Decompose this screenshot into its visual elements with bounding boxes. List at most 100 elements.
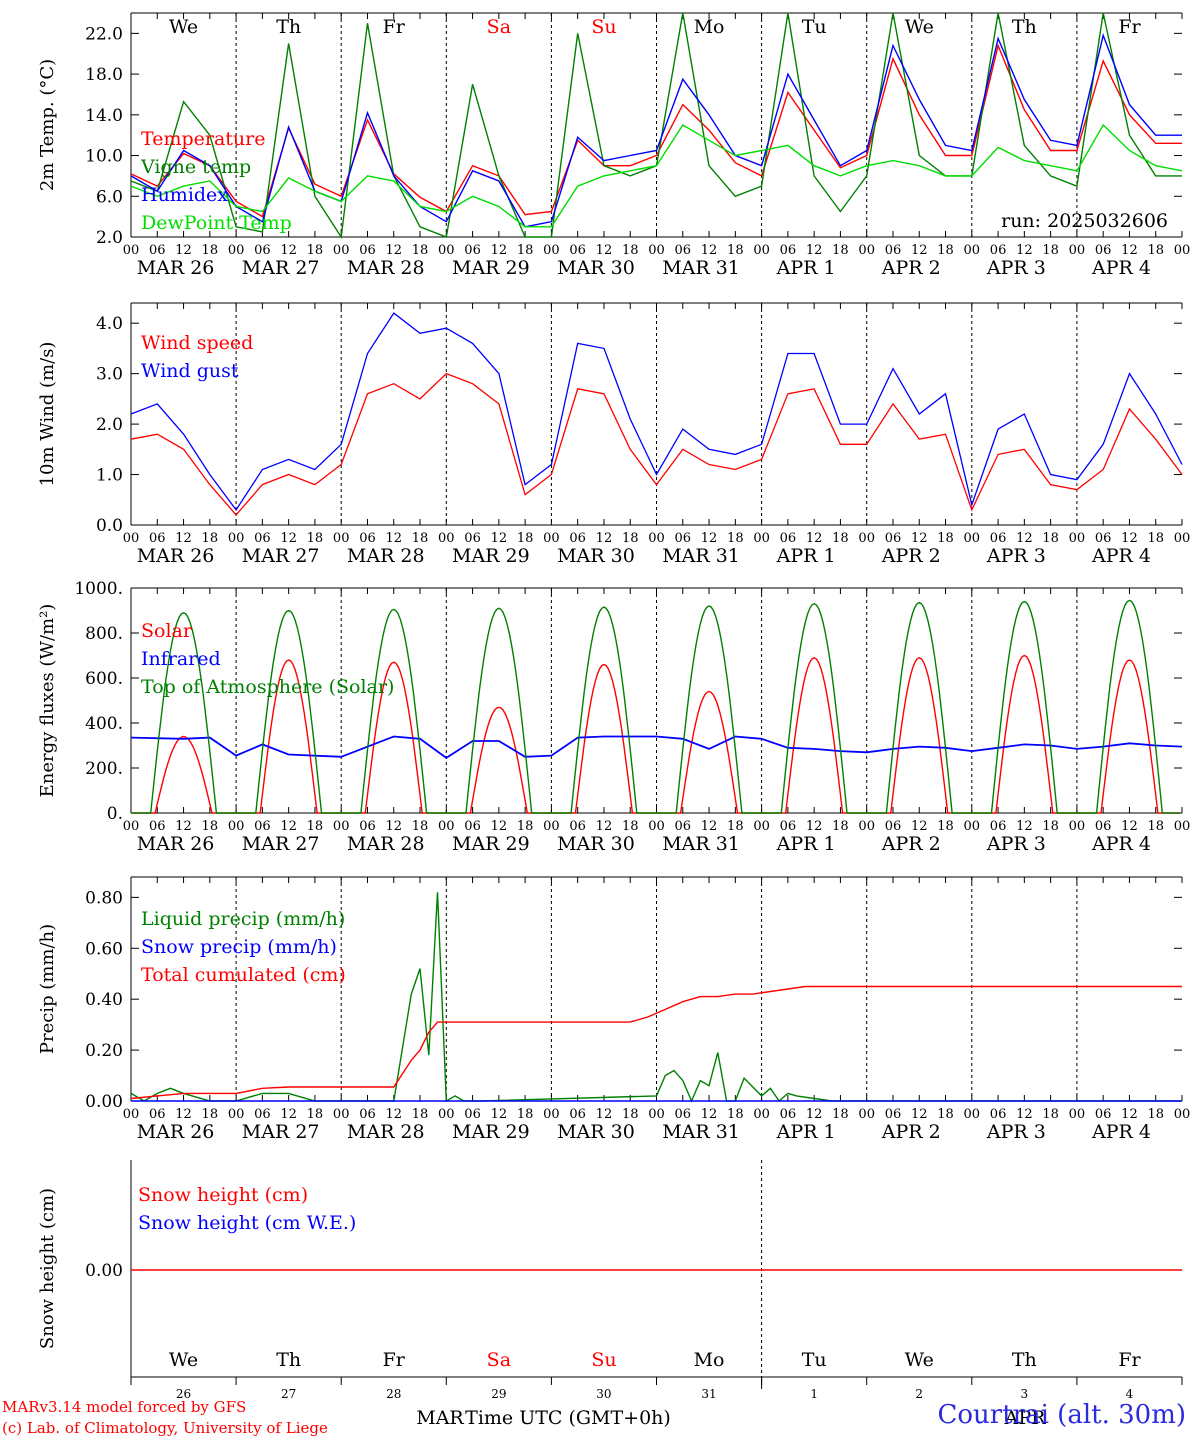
legend-entry: Solar	[141, 620, 193, 642]
hour-tick-label: 18	[202, 819, 219, 834]
hour-tick-label: 06	[569, 1107, 586, 1122]
hour-tick-label: 00	[1174, 1107, 1191, 1122]
hour-tick-label: 00	[648, 243, 665, 258]
hour-tick-label: 00	[228, 819, 245, 834]
hour-tick-label: 00	[543, 531, 560, 546]
y-axis-label: 10m Wind (m/s)	[37, 342, 58, 487]
hour-tick-label: 12	[491, 819, 508, 834]
day-number-label: 4	[1126, 1387, 1134, 1401]
hour-tick-label: 00	[648, 531, 665, 546]
hour-tick-label: 00	[543, 819, 560, 834]
hour-tick-label: 12	[1016, 531, 1033, 546]
hour-tick-label: 06	[254, 819, 271, 834]
temp-series-line	[130, 43, 1182, 218]
hour-tick-label: 00	[1174, 819, 1191, 834]
date-label: MAR 27	[242, 833, 320, 855]
hour-tick-label: 18	[937, 1107, 954, 1122]
legend-entry: Snow height (cm)	[138, 1184, 308, 1206]
y-tick-label: 400.	[85, 714, 123, 734]
hour-tick-label: 12	[385, 1107, 402, 1122]
hour-tick-label: 18	[937, 531, 954, 546]
y-axis-label: Snow height (cm)	[37, 1188, 58, 1349]
wind-series-line	[130, 312, 1183, 512]
hour-tick-label: 06	[464, 1107, 481, 1122]
hour-tick-label: 12	[911, 819, 928, 834]
y-tick-label: 2.0	[96, 228, 123, 248]
hour-tick-label: 18	[1147, 819, 1164, 834]
hour-tick-label: 12	[385, 531, 402, 546]
hour-tick-label: 06	[359, 243, 376, 258]
hour-tick-label: 06	[1095, 243, 1112, 258]
hour-tick-label: 18	[202, 1107, 219, 1122]
date-label: APR 1	[776, 833, 836, 855]
hour-tick-label: 00	[858, 531, 875, 546]
hour-tick-label: 00	[1069, 1107, 1086, 1122]
hour-tick-label: 06	[359, 1107, 376, 1122]
hour-tick-label: 12	[596, 819, 613, 834]
hour-tick-label: 18	[202, 243, 219, 258]
hour-tick-label: 06	[675, 1107, 692, 1122]
date-label: MAR 27	[242, 257, 320, 279]
y-tick-label: 0.	[107, 804, 123, 824]
month-label: MAR	[416, 1407, 464, 1429]
y-tick-label: 1.0	[96, 466, 123, 486]
legend-entry: Liquid precip (mm/h)	[141, 908, 345, 930]
temp-series-line	[130, 33, 1182, 228]
hour-tick-label: 18	[412, 531, 429, 546]
hour-tick-label: 18	[307, 531, 324, 546]
y-tick-label: 0.20	[85, 1041, 123, 1061]
legend-entry: Humidex	[141, 184, 228, 206]
date-label: MAR 28	[347, 257, 425, 279]
weekday-label: Mo	[694, 1349, 725, 1371]
y-axis-label: 2m Temp. (°C)	[37, 59, 58, 191]
model-credit: MARv3.14 model forced by GFS	[2, 1398, 247, 1416]
date-label: APR 2	[881, 545, 941, 567]
hour-tick-label: 12	[1016, 819, 1033, 834]
day-number-label: 26	[176, 1387, 191, 1401]
hour-tick-label: 00	[1174, 531, 1191, 546]
hour-tick-label: 00	[858, 819, 875, 834]
run-label: run: 2025032606	[1001, 210, 1168, 232]
hour-tick-label: 06	[359, 531, 376, 546]
y-tick-label: 3.0	[96, 365, 123, 385]
hour-tick-label: 06	[990, 531, 1007, 546]
hour-tick-label: 18	[832, 243, 849, 258]
hour-tick-label: 00	[543, 1107, 560, 1122]
hour-tick-label: 00	[123, 1107, 140, 1122]
legend-entry: Wind speed	[141, 332, 253, 354]
hour-tick-label: 12	[911, 531, 928, 546]
legend-entry: Wind gust	[141, 360, 239, 382]
hour-tick-label: 12	[1016, 243, 1033, 258]
flux-series-line	[130, 735, 1183, 759]
date-label: MAR 28	[347, 545, 425, 567]
date-label: APR 1	[776, 545, 836, 567]
hour-tick-label: 18	[517, 819, 534, 834]
hour-tick-label: 06	[780, 1107, 797, 1122]
date-label: MAR 28	[347, 833, 425, 855]
y-tick-label: 18.0	[85, 65, 123, 85]
legend-entry: Snow precip (mm/h)	[141, 936, 337, 958]
y-tick-label: 14.0	[85, 106, 123, 126]
hour-tick-label: 00	[123, 819, 140, 834]
date-label: MAR 31	[662, 257, 740, 279]
y-tick-label: 0.00	[85, 1261, 123, 1281]
hour-tick-label: 06	[359, 819, 376, 834]
hour-tick-label: 18	[1147, 531, 1164, 546]
hour-tick-label: 18	[412, 1107, 429, 1122]
hour-tick-label: 00	[438, 1107, 455, 1122]
hour-tick-label: 12	[806, 531, 823, 546]
weekday-label: Th	[1012, 1349, 1037, 1371]
hour-tick-label: 00	[648, 1107, 665, 1122]
hour-tick-label: 00	[543, 243, 560, 258]
hour-tick-label: 18	[517, 1107, 534, 1122]
hour-tick-label: 06	[780, 243, 797, 258]
hour-tick-label: 12	[175, 819, 192, 834]
hour-tick-label: 06	[254, 243, 271, 258]
weekday-label: Fr	[1118, 1349, 1141, 1371]
hour-tick-label: 00	[964, 819, 981, 834]
hour-tick-label: 00	[753, 243, 770, 258]
date-label: MAR 28	[347, 1121, 425, 1143]
weekday-label: Sa	[487, 16, 511, 38]
hour-tick-label: 06	[149, 531, 166, 546]
